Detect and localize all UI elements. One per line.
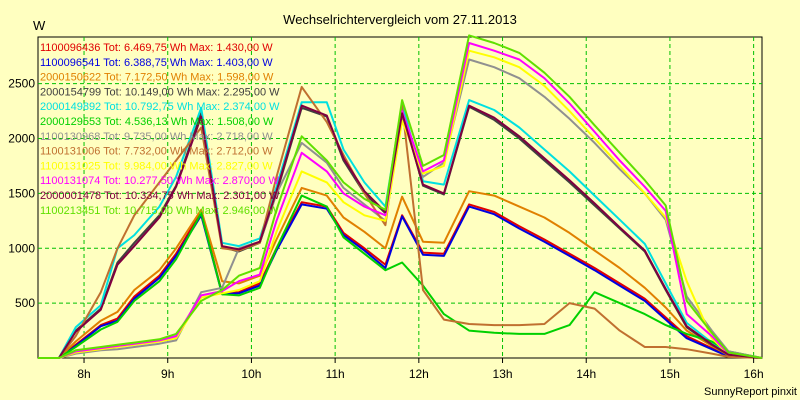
series-lines [38,34,763,359]
y-axis-label: W [33,18,46,33]
footer-text: SunnyReport pinxit [704,386,797,398]
series-line-1100096436 [38,201,763,359]
x-tick-label: 14h [576,367,596,381]
legend-entry-2000154799: 2000154799 Tot: 10.149,00 Wh Max: 2.295,… [40,86,280,98]
series-line-2000129553 [38,194,763,359]
y-tick-label: 2000 [8,132,35,146]
x-tick-label: 11h [326,367,345,381]
series-line-1100213451 [38,34,763,359]
series-line-1100096541 [38,203,763,359]
series-line-2000149892 [38,99,763,359]
legend-entry-1100131074: 1100131074 Tot: 10.277,50 Wh Max: 2.870,… [40,175,279,187]
legend-entry-2000149892: 2000149892 Tot: 10.792,75 Wh Max: 2.374,… [40,101,280,113]
y-tick-label: 500 [15,296,35,310]
x-tick-label: 8h [77,367,90,381]
x-tick-label: 13h [493,367,513,381]
x-tick-label: 10h [241,367,261,381]
series-line-1100130968 [38,58,763,359]
legend-entry-2000129553: 2000129553 Tot: 4.536,13 Wh Max: 1.508,0… [40,116,274,128]
x-tick-label: 16h [744,367,764,381]
series-line-1100131025 [38,49,763,359]
legend: 1100096436 Tot: 6.469,75 Wh Max: 1.430,0… [40,42,280,217]
x-tick-label: 12h [409,367,429,381]
x-tick-label: 9h [161,367,174,381]
plot-area [37,36,763,359]
legend-entry-1100131025: 1100131025 Tot: 9.984,00 Wh Max: 2.827,0… [40,160,273,172]
y-tick-label: 1000 [8,241,35,255]
series-line-1100131006 [38,85,763,359]
legend-entry-2000001478: 2000001478 Tot: 10.334,75 Wh Max: 2.301,… [40,190,280,202]
legend-entry-1100096436: 1100096436 Tot: 6.469,75 Wh Max: 1.430,0… [40,42,273,54]
series-line-2000001478 [38,104,763,359]
series-line-2000150622 [38,186,763,359]
legend-entry-1100096541: 1100096541 Tot: 6.388,75 Wh Max: 1.403,0… [40,57,273,69]
y-axis-ticks: 500 1000 1500 2000 2500 [8,77,35,310]
legend-entry-1100130968: 1100130968 Tot: 9.735,00 Wh Max: 2.718,0… [40,131,273,143]
y-tick-label: 1500 [8,186,35,200]
legend-entry-1100213451: 1100213451 Tot: 10.715,00 Wh Max: 2.946,… [40,205,279,217]
x-axis-ticks: 8h 9h 10h 11h 12h 13h 14h 15h 16h [77,358,764,381]
y-tick-label: 2500 [8,77,35,91]
series-line-1100131074 [38,42,763,359]
legend-entry-1100131006: 1100131006 Tot: 7.732,00 Wh Max: 2.712,0… [40,146,273,158]
x-tick-label: 15h [660,367,680,381]
chart-title: Wechselrichtervergleich vom 27.11.2013 [283,12,517,27]
legend-entry-2000150622: 2000150622 Tot: 7.172,50 Wh Max: 1.598,0… [40,72,274,84]
